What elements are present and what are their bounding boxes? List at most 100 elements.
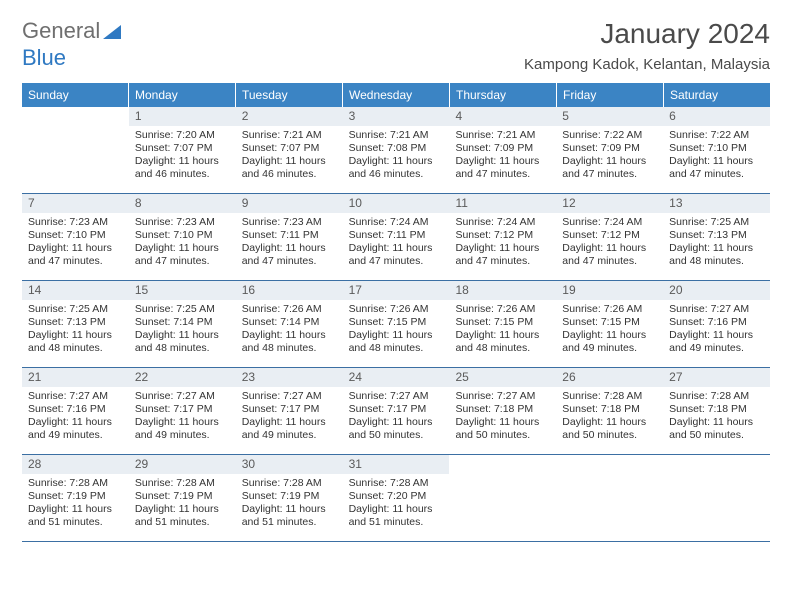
day-header: Monday (129, 83, 236, 107)
daylight-line-1: Daylight: 11 hours (669, 329, 764, 342)
sunset-text: Sunset: 7:15 PM (562, 316, 657, 329)
day-details: Sunrise: 7:21 AMSunset: 7:07 PMDaylight:… (236, 126, 343, 186)
day-number: 14 (22, 281, 129, 300)
daylight-line-2: and 48 minutes. (135, 342, 230, 355)
daylight-line-2: and 50 minutes. (455, 429, 550, 442)
sunrise-text: Sunrise: 7:21 AM (455, 129, 550, 142)
day-number: 9 (236, 194, 343, 213)
sunset-text: Sunset: 7:10 PM (135, 229, 230, 242)
day-number: 12 (556, 194, 663, 213)
empty-cell (556, 455, 663, 541)
empty-cell (449, 455, 556, 541)
sunset-text: Sunset: 7:15 PM (455, 316, 550, 329)
daylight-line-2: and 49 minutes. (28, 429, 123, 442)
daylight-line-1: Daylight: 11 hours (28, 503, 123, 516)
day-cell: 11Sunrise: 7:24 AMSunset: 7:12 PMDayligh… (449, 194, 556, 280)
day-cell: 27Sunrise: 7:28 AMSunset: 7:18 PMDayligh… (663, 368, 770, 454)
day-number: 25 (449, 368, 556, 387)
daylight-line-1: Daylight: 11 hours (28, 416, 123, 429)
day-cell: 25Sunrise: 7:27 AMSunset: 7:18 PMDayligh… (449, 368, 556, 454)
sunrise-text: Sunrise: 7:24 AM (349, 216, 444, 229)
day-header: Tuesday (236, 83, 343, 107)
sunrise-text: Sunrise: 7:26 AM (562, 303, 657, 316)
daylight-line-1: Daylight: 11 hours (562, 155, 657, 168)
day-number: 13 (663, 194, 770, 213)
day-details: Sunrise: 7:28 AMSunset: 7:20 PMDaylight:… (343, 474, 450, 534)
daylight-line-2: and 47 minutes. (562, 255, 657, 268)
sunrise-text: Sunrise: 7:25 AM (135, 303, 230, 316)
day-number: 2 (236, 107, 343, 126)
daylight-line-2: and 47 minutes. (669, 168, 764, 181)
week-row: 21Sunrise: 7:27 AMSunset: 7:16 PMDayligh… (22, 368, 770, 455)
sunset-text: Sunset: 7:12 PM (562, 229, 657, 242)
day-details: Sunrise: 7:22 AMSunset: 7:10 PMDaylight:… (663, 126, 770, 186)
day-number: 6 (663, 107, 770, 126)
day-cell: 31Sunrise: 7:28 AMSunset: 7:20 PMDayligh… (343, 455, 450, 541)
sunrise-text: Sunrise: 7:28 AM (349, 477, 444, 490)
day-number: 16 (236, 281, 343, 300)
day-number: 26 (556, 368, 663, 387)
day-header-row: SundayMondayTuesdayWednesdayThursdayFrid… (22, 83, 770, 107)
empty-cell (22, 107, 129, 193)
sunset-text: Sunset: 7:16 PM (28, 403, 123, 416)
day-details: Sunrise: 7:28 AMSunset: 7:19 PMDaylight:… (129, 474, 236, 534)
day-cell: 24Sunrise: 7:27 AMSunset: 7:17 PMDayligh… (343, 368, 450, 454)
day-cell: 22Sunrise: 7:27 AMSunset: 7:17 PMDayligh… (129, 368, 236, 454)
day-number: 27 (663, 368, 770, 387)
day-details: Sunrise: 7:23 AMSunset: 7:10 PMDaylight:… (22, 213, 129, 273)
sunset-text: Sunset: 7:09 PM (455, 142, 550, 155)
sunset-text: Sunset: 7:13 PM (669, 229, 764, 242)
day-number: 19 (556, 281, 663, 300)
daylight-line-1: Daylight: 11 hours (455, 155, 550, 168)
sunset-text: Sunset: 7:17 PM (135, 403, 230, 416)
daylight-line-2: and 50 minutes. (349, 429, 444, 442)
day-header: Sunday (22, 83, 129, 107)
day-details: Sunrise: 7:24 AMSunset: 7:12 PMDaylight:… (556, 213, 663, 273)
daylight-line-2: and 47 minutes. (455, 255, 550, 268)
daylight-line-1: Daylight: 11 hours (135, 329, 230, 342)
day-details: Sunrise: 7:24 AMSunset: 7:11 PMDaylight:… (343, 213, 450, 273)
day-details: Sunrise: 7:23 AMSunset: 7:10 PMDaylight:… (129, 213, 236, 273)
daylight-line-2: and 48 minutes. (242, 342, 337, 355)
sunset-text: Sunset: 7:17 PM (349, 403, 444, 416)
week-row: 1Sunrise: 7:20 AMSunset: 7:07 PMDaylight… (22, 107, 770, 194)
sunrise-text: Sunrise: 7:27 AM (28, 390, 123, 403)
sunset-text: Sunset: 7:16 PM (669, 316, 764, 329)
day-details: Sunrise: 7:21 AMSunset: 7:09 PMDaylight:… (449, 126, 556, 186)
sunset-text: Sunset: 7:14 PM (242, 316, 337, 329)
sunset-text: Sunset: 7:11 PM (349, 229, 444, 242)
day-number: 1 (129, 107, 236, 126)
daylight-line-2: and 49 minutes. (562, 342, 657, 355)
day-details: Sunrise: 7:27 AMSunset: 7:18 PMDaylight:… (449, 387, 556, 447)
sunrise-text: Sunrise: 7:21 AM (349, 129, 444, 142)
day-cell: 8Sunrise: 7:23 AMSunset: 7:10 PMDaylight… (129, 194, 236, 280)
day-cell: 23Sunrise: 7:27 AMSunset: 7:17 PMDayligh… (236, 368, 343, 454)
day-cell: 1Sunrise: 7:20 AMSunset: 7:07 PMDaylight… (129, 107, 236, 193)
sunset-text: Sunset: 7:19 PM (242, 490, 337, 503)
daylight-line-2: and 48 minutes. (455, 342, 550, 355)
day-cell: 21Sunrise: 7:27 AMSunset: 7:16 PMDayligh… (22, 368, 129, 454)
daylight-line-2: and 49 minutes. (135, 429, 230, 442)
daylight-line-1: Daylight: 11 hours (562, 242, 657, 255)
day-cell: 12Sunrise: 7:24 AMSunset: 7:12 PMDayligh… (556, 194, 663, 280)
sunset-text: Sunset: 7:19 PM (28, 490, 123, 503)
daylight-line-2: and 50 minutes. (562, 429, 657, 442)
sunset-text: Sunset: 7:20 PM (349, 490, 444, 503)
logo-word-2: Blue (22, 45, 66, 70)
location-label: Kampong Kadok, Kelantan, Malaysia (524, 56, 770, 73)
sunset-text: Sunset: 7:12 PM (455, 229, 550, 242)
day-details: Sunrise: 7:26 AMSunset: 7:15 PMDaylight:… (343, 300, 450, 360)
day-number: 20 (663, 281, 770, 300)
logo-word-1: General (22, 18, 100, 43)
day-number: 22 (129, 368, 236, 387)
day-details: Sunrise: 7:26 AMSunset: 7:15 PMDaylight:… (556, 300, 663, 360)
day-cell: 19Sunrise: 7:26 AMSunset: 7:15 PMDayligh… (556, 281, 663, 367)
day-cell: 14Sunrise: 7:25 AMSunset: 7:13 PMDayligh… (22, 281, 129, 367)
day-cell: 28Sunrise: 7:28 AMSunset: 7:19 PMDayligh… (22, 455, 129, 541)
sunrise-text: Sunrise: 7:27 AM (455, 390, 550, 403)
daylight-line-1: Daylight: 11 hours (135, 503, 230, 516)
day-details: Sunrise: 7:22 AMSunset: 7:09 PMDaylight:… (556, 126, 663, 186)
daylight-line-2: and 49 minutes. (669, 342, 764, 355)
daylight-line-1: Daylight: 11 hours (562, 416, 657, 429)
logo-triangle-icon (103, 19, 121, 45)
